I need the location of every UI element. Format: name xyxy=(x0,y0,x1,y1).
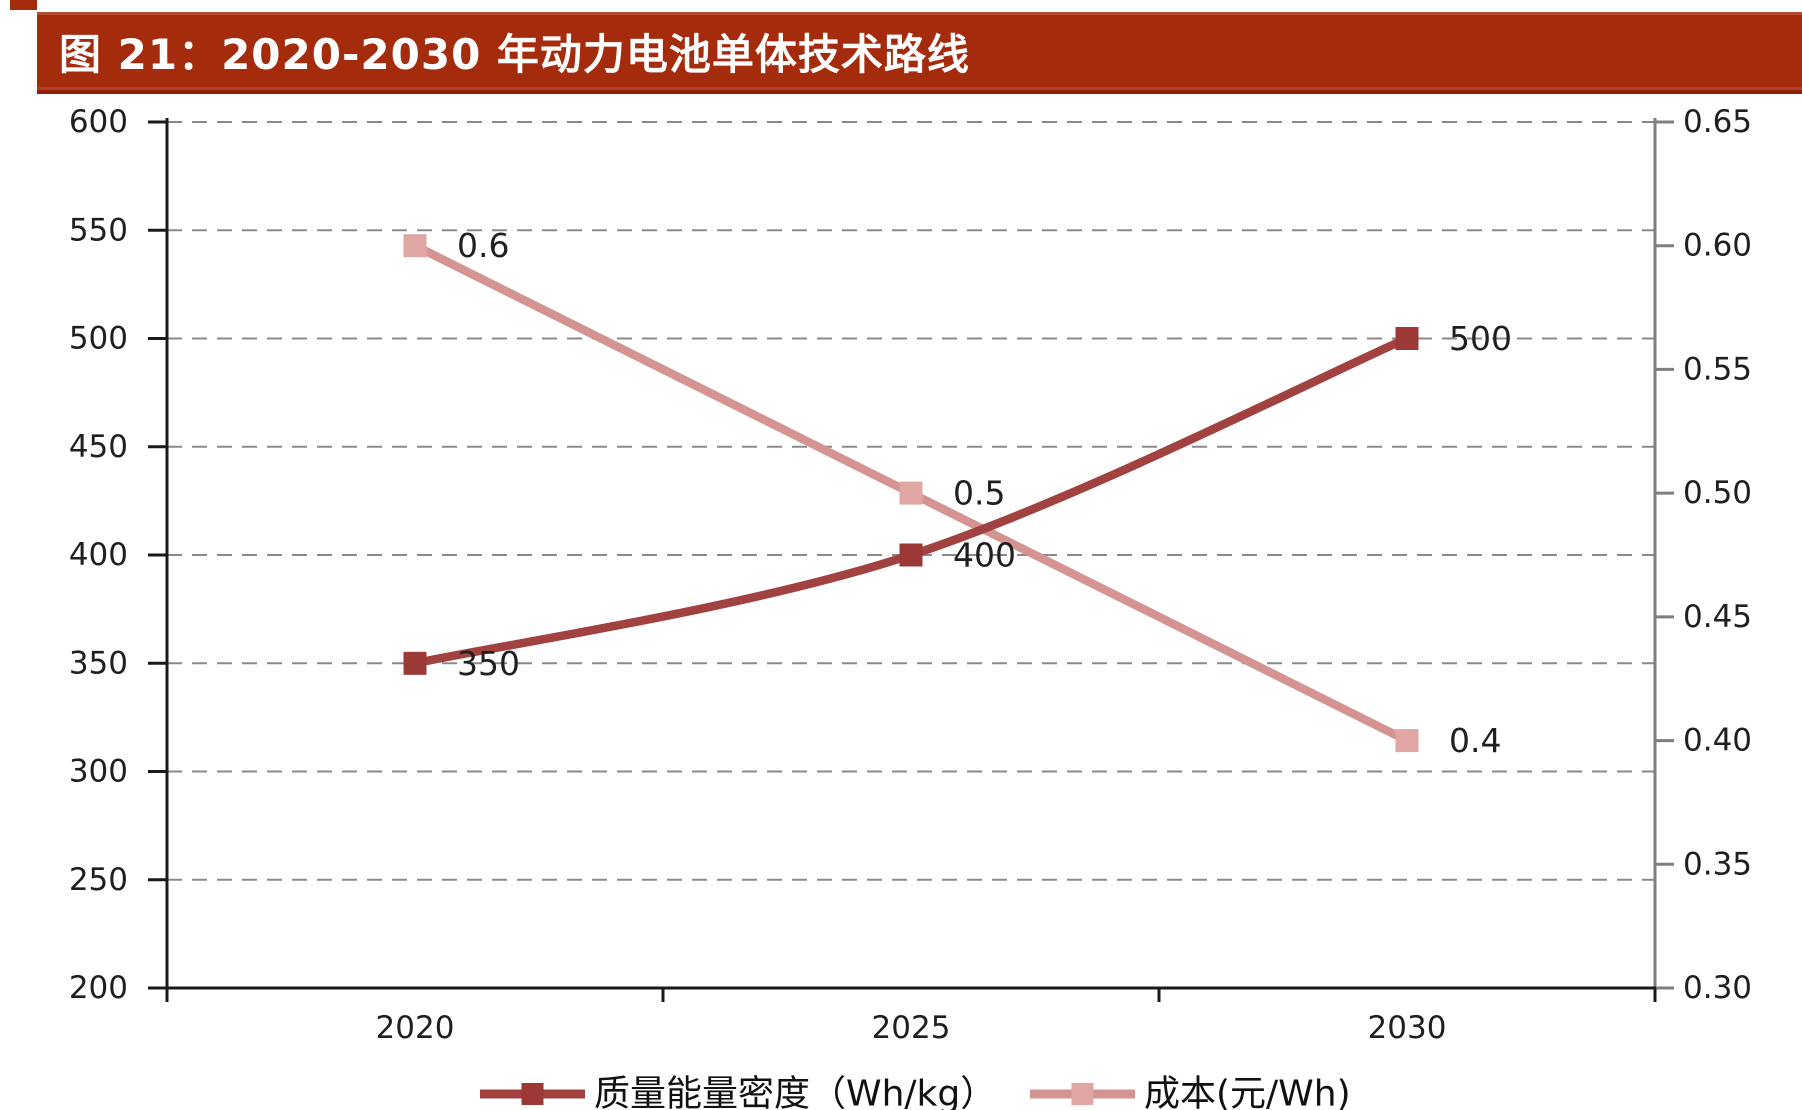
right-axis: 0.65 0.60 0.55 0.50 0.45 0.40 0.35 0.30 xyxy=(1653,104,1752,1006)
figure-title: 图 21：2020-2030 年动力电池单体技术路线 xyxy=(59,29,970,79)
legend-label: 成本(元/Wh) xyxy=(1144,1074,1351,1110)
data-label: 0.5 xyxy=(953,474,1005,513)
legend: 质量能量密度（Wh/kg） 成本(元/Wh) xyxy=(480,1074,1351,1110)
left-axis-tick-label: 500 xyxy=(69,321,128,357)
series-marker xyxy=(899,481,923,505)
right-axis-tick-label: 0.55 xyxy=(1683,351,1752,387)
left-axis-tick-label: 200 xyxy=(69,970,128,1006)
figure-title-bar: 图 21：2020-2030 年动力电池单体技术路线 xyxy=(37,12,1802,94)
legend-marker-swatch xyxy=(521,1083,544,1105)
left-axis: 600 550 500 450 400 350 300 250 200 xyxy=(69,104,169,1006)
x-axis-label: 2025 xyxy=(872,1010,951,1046)
page-corner-mark xyxy=(10,0,37,10)
left-axis-tick-label: 300 xyxy=(69,754,128,790)
legend-label: 质量能量密度（Wh/kg） xyxy=(594,1074,996,1110)
right-axis-tick-label: 0.30 xyxy=(1683,970,1752,1006)
legend-marker-swatch xyxy=(1071,1083,1094,1105)
x-axis: 2020 2025 2030 xyxy=(165,986,1657,1046)
x-axis-label: 2020 xyxy=(376,1010,455,1046)
left-axis-tick-label: 600 xyxy=(69,104,128,140)
legend-item: 成本(元/Wh) xyxy=(1030,1074,1351,1110)
right-axis-tick-label: 0.50 xyxy=(1683,475,1752,511)
data-label: 350 xyxy=(457,644,520,683)
left-axis-tick-label: 450 xyxy=(69,429,128,465)
series-energy-density xyxy=(403,327,1419,675)
left-axis-tick-label: 400 xyxy=(69,537,128,573)
series-marker xyxy=(1395,327,1419,350)
data-label: 0.4 xyxy=(1449,721,1501,760)
x-axis-label: 2030 xyxy=(1368,1010,1447,1046)
data-label: 0.6 xyxy=(457,226,509,265)
right-axis-tick-label: 0.65 xyxy=(1683,104,1752,140)
series-cost xyxy=(403,234,1419,753)
right-axis-tick-label: 0.35 xyxy=(1683,846,1752,882)
left-axis-tick-label: 350 xyxy=(69,645,128,681)
data-labels: 350 400 500 0.6 0.5 0.4 xyxy=(457,226,1512,760)
data-label: 500 xyxy=(1449,319,1512,358)
left-axis-tick-label: 550 xyxy=(69,212,128,248)
right-axis-tick-label: 0.40 xyxy=(1683,723,1752,759)
series-marker xyxy=(403,651,427,675)
right-axis-tick-label: 0.45 xyxy=(1683,599,1752,635)
series-marker xyxy=(899,543,923,567)
right-axis-tick-label: 0.60 xyxy=(1683,228,1752,264)
legend-item: 质量能量密度（Wh/kg） xyxy=(480,1074,996,1110)
series-marker xyxy=(1395,729,1419,753)
series-marker xyxy=(403,234,427,258)
data-label: 400 xyxy=(953,536,1016,575)
left-axis-tick-label: 250 xyxy=(69,862,128,898)
